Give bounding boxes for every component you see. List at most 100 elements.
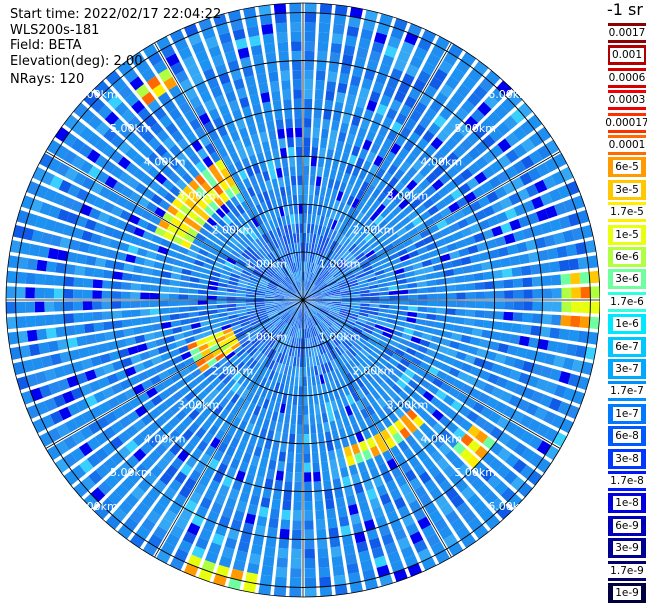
beta-cell (169, 348, 181, 358)
beta-cell (271, 263, 279, 272)
beta-cell (282, 266, 289, 276)
beta-cell (503, 115, 518, 130)
beta-cell (303, 280, 305, 291)
beta-cell (247, 186, 256, 198)
beta-cell (310, 327, 315, 337)
beta-cell (129, 533, 145, 549)
beta-cell (224, 401, 235, 412)
beta-cell (347, 258, 357, 266)
beta-cell (293, 385, 298, 396)
beta-cell (203, 121, 215, 134)
beta-cell (105, 514, 121, 530)
beta-cell (247, 331, 257, 340)
beta-cell (427, 122, 441, 136)
beta-cell (460, 334, 472, 344)
beta-cell (323, 373, 330, 384)
beta-cell (513, 143, 528, 158)
beta-cell (175, 70, 189, 84)
beta-cell (74, 265, 86, 276)
beta-cell (319, 285, 329, 292)
beta-cell (63, 114, 79, 130)
beta-cell (124, 366, 137, 377)
beta-cell (300, 271, 302, 281)
beta-cell (318, 282, 327, 289)
beta-cell (260, 387, 269, 399)
beta-cell (246, 25, 260, 38)
beta-cell (178, 287, 189, 294)
beta-cell (290, 175, 297, 186)
beta-cell (171, 390, 184, 402)
beta-cell (69, 239, 81, 251)
beta-cell (337, 506, 348, 518)
beta-cell (211, 54, 225, 67)
beta-cell (297, 271, 300, 282)
beta-cell (321, 321, 329, 330)
beta-cell (243, 581, 257, 594)
beta-cell (318, 442, 327, 453)
beta-cell (154, 429, 167, 442)
beta-cell (201, 407, 212, 419)
beta-cell (217, 287, 228, 292)
beta-cell (296, 165, 303, 176)
beta-cell (59, 351, 72, 363)
beta-cell (202, 368, 214, 378)
beta-cell (210, 437, 221, 449)
beta-cell (589, 316, 600, 330)
beta-cell (466, 410, 480, 423)
beta-cell (299, 376, 303, 387)
beta-cell (264, 478, 274, 490)
beta-cell (308, 204, 313, 215)
beta-cell (76, 335, 88, 347)
beta-cell (522, 277, 533, 288)
beta-cell (513, 230, 525, 242)
beta-cell (388, 357, 399, 367)
beta-cell (290, 253, 295, 263)
beta-cell (246, 285, 257, 290)
beta-cell (191, 41, 206, 55)
beta-cell (25, 373, 39, 388)
azimuth-spoke (154, 299, 304, 558)
beta-cell (353, 342, 363, 351)
beta-cell (376, 409, 387, 420)
beta-cell (311, 304, 321, 309)
beta-cell (231, 269, 242, 276)
beta-cell (251, 372, 260, 383)
range-ring-label: 3.00km (387, 398, 429, 411)
beta-cell (249, 276, 260, 283)
beta-cell (254, 476, 265, 488)
beta-cell (278, 138, 286, 149)
beta-cell (336, 276, 346, 283)
beta-cell (417, 191, 429, 203)
beta-cell (412, 415, 425, 428)
beta-cell (496, 464, 511, 479)
beta-cell (483, 271, 494, 280)
beta-cell (133, 448, 147, 462)
beta-cell (309, 404, 315, 415)
beta-cell (391, 383, 403, 395)
beta-cell (85, 334, 97, 345)
beta-cell (492, 321, 503, 331)
beta-cell (541, 314, 552, 325)
beta-cell (212, 449, 224, 462)
beta-cell (301, 290, 303, 300)
beta-cell (339, 310, 350, 315)
beta-cell (72, 360, 84, 373)
beta-cell (47, 157, 62, 173)
beta-cell (297, 347, 301, 358)
beta-cell (351, 233, 361, 243)
beta-cell (386, 344, 397, 353)
beta-cell (122, 319, 133, 328)
beta-cell (403, 327, 414, 335)
beta-cell (287, 137, 294, 148)
beta-cell (485, 350, 497, 361)
beta-cell (416, 312, 427, 319)
beta-cell (285, 375, 291, 386)
beta-cell (175, 228, 187, 239)
beta-cell (189, 317, 200, 324)
beta-cell (26, 258, 38, 271)
beta-cell (333, 200, 341, 211)
beta-cell (306, 328, 309, 339)
beta-cell (279, 147, 288, 158)
beta-cell (187, 250, 198, 259)
beta-cell (319, 3, 333, 14)
